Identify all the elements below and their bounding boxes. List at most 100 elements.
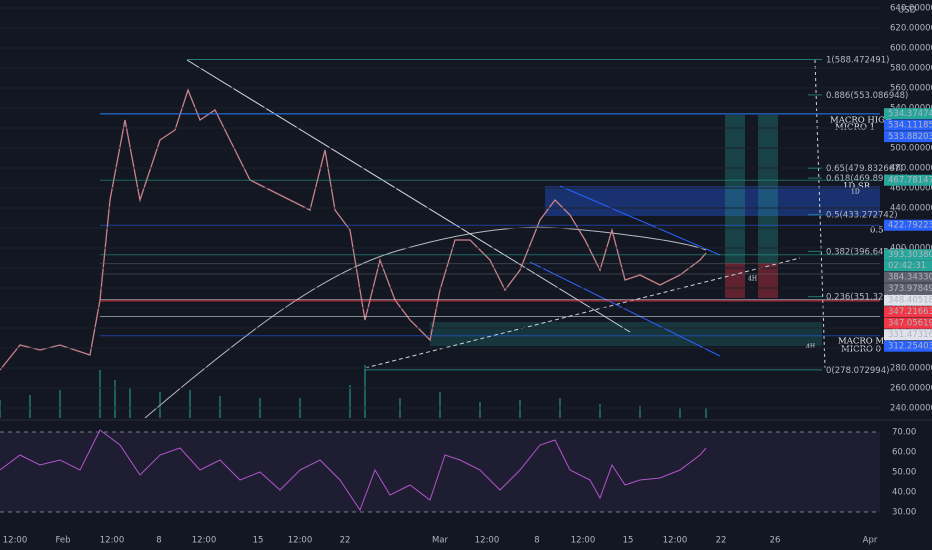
rsi-tick-label: 60.00 bbox=[892, 448, 916, 458]
fib-paren: ) bbox=[894, 210, 897, 220]
annotation: 4H bbox=[806, 344, 815, 351]
price-tag bbox=[884, 340, 932, 352]
price-tag-label: 348.405186 bbox=[888, 296, 932, 306]
x-tick-label: 15 bbox=[253, 536, 264, 546]
price-tag-label: 534.374742 bbox=[888, 109, 932, 119]
price-tag-label: 533.882038 bbox=[888, 132, 932, 142]
x-tick-label: 12:00 bbox=[571, 536, 596, 546]
fib-price: 479.832667 bbox=[848, 164, 899, 174]
fib-label: 0.5(433.272742) bbox=[826, 210, 898, 220]
price-tag bbox=[884, 249, 932, 261]
price-tag-label: 347.216630 bbox=[888, 307, 932, 317]
y-tick-label: 640.000000 bbox=[890, 4, 932, 14]
x-tick-label: 26 bbox=[770, 536, 781, 546]
y-tick-label: 500.000000 bbox=[890, 144, 932, 154]
long-position-stop bbox=[725, 263, 745, 298]
price-tag-label: 534.111858 bbox=[888, 121, 932, 131]
x-tick-label: 8 bbox=[534, 536, 539, 546]
price-tag bbox=[884, 317, 932, 329]
annotation: 1D SR bbox=[843, 182, 871, 192]
rsi-tick-label: 50.00 bbox=[892, 468, 916, 478]
fib-ratio: 0 bbox=[826, 365, 831, 375]
fib-ratio: 0.236 bbox=[826, 292, 850, 302]
x-tick-label: 12:00 bbox=[192, 536, 217, 546]
fib-paren: ( bbox=[845, 164, 848, 174]
mid-zone bbox=[430, 322, 822, 346]
x-tick-label: 8 bbox=[156, 536, 161, 546]
x-tick-label: 22 bbox=[716, 536, 727, 546]
price-tag-label: 393.303805 bbox=[888, 250, 932, 260]
price-tag bbox=[884, 271, 932, 283]
fib-paren: ( bbox=[850, 292, 853, 302]
price-tag bbox=[884, 283, 932, 295]
fib-label: 0(278.072994) bbox=[826, 365, 889, 375]
price-tag bbox=[884, 294, 932, 306]
price-tag bbox=[884, 306, 932, 318]
annotation: 1D bbox=[851, 189, 860, 196]
long-position-stop bbox=[758, 263, 778, 298]
y-tick-label: 440.000000 bbox=[890, 204, 932, 214]
annotation: MICRO 0 bbox=[841, 345, 881, 355]
price-tag-label: 467.781470 bbox=[888, 176, 932, 186]
rsi-line bbox=[0, 429, 707, 512]
fib-price: 433.272742 bbox=[843, 210, 894, 220]
fib-ratio: 0.65 bbox=[826, 164, 845, 174]
fib-paren: ) bbox=[886, 365, 889, 375]
x-tick-label: Mar bbox=[432, 536, 449, 546]
price-path bbox=[0, 88, 707, 371]
rsi-tick-label: 30.00 bbox=[892, 508, 916, 518]
fib-paren: ( bbox=[831, 55, 834, 65]
fib-paren: ( bbox=[850, 90, 853, 100]
fib-paren: ( bbox=[850, 174, 853, 184]
fib-label: 1(588.472491) bbox=[826, 55, 889, 65]
x-tick-label: Feb bbox=[55, 536, 70, 546]
x-tick-label: 15 bbox=[623, 536, 634, 546]
currency-label: USD bbox=[898, 6, 917, 16]
long-position-target bbox=[725, 115, 745, 263]
channel bbox=[559, 185, 721, 256]
countdown: 02:42:31 bbox=[888, 261, 926, 271]
x-tick-label: 12:00 bbox=[663, 536, 688, 546]
price-tag bbox=[884, 119, 932, 131]
fib-ratio: 1 bbox=[826, 55, 831, 65]
price-tag-label: 312.254036 bbox=[888, 342, 932, 352]
sr-zone bbox=[545, 186, 880, 216]
trendline bbox=[186, 59, 631, 333]
y-tick-label: 600.000000 bbox=[890, 44, 932, 54]
annotation: MACRO HIGH bbox=[830, 116, 892, 126]
x-tick-label: Apr bbox=[863, 536, 878, 546]
price-tag-label: 373.978494 bbox=[888, 284, 932, 294]
y-tick-label: 560.000000 bbox=[890, 84, 932, 94]
y-tick-label: 400.000000 bbox=[890, 244, 932, 254]
fib-label: 0.65(479.832667) bbox=[826, 164, 903, 174]
x-tick-label: 12:00 bbox=[100, 536, 125, 546]
price-tag-label: 422.792232 bbox=[888, 221, 932, 231]
rsi-band bbox=[0, 432, 880, 512]
y-tick-label: 620.000000 bbox=[890, 24, 932, 34]
fib-ratio: 0.382 bbox=[826, 247, 850, 257]
price-tag bbox=[884, 329, 932, 341]
moving-average bbox=[144, 226, 707, 419]
rsi-tick-label: 40.00 bbox=[892, 488, 916, 498]
fib-paren: ) bbox=[900, 164, 903, 174]
x-tick-label: 12:00 bbox=[475, 536, 500, 546]
fib-price: 588.472491 bbox=[835, 55, 886, 65]
long-position-target bbox=[758, 115, 778, 263]
annotation: MACRO MID bbox=[838, 337, 894, 347]
price-tag bbox=[884, 260, 932, 272]
fib-label: 0.886(553.086948) bbox=[826, 90, 908, 100]
fib-paren: ) bbox=[886, 55, 889, 65]
fib-price: 469.899883 bbox=[854, 174, 905, 184]
annotation: 0.5 bbox=[870, 226, 884, 236]
price-tag bbox=[884, 108, 932, 120]
y-tick-label: 460.000000 bbox=[890, 184, 932, 194]
price-tag-label: 331.473167 bbox=[888, 330, 932, 340]
x-tick-label: 22 bbox=[340, 536, 351, 546]
fib-price: 351.327275 bbox=[854, 292, 905, 302]
price-tag-label: 384.343306 bbox=[888, 273, 932, 283]
channel bbox=[529, 261, 721, 357]
fib-price: 553.086948 bbox=[854, 90, 905, 100]
fib-ratio: 0.5 bbox=[826, 210, 840, 220]
